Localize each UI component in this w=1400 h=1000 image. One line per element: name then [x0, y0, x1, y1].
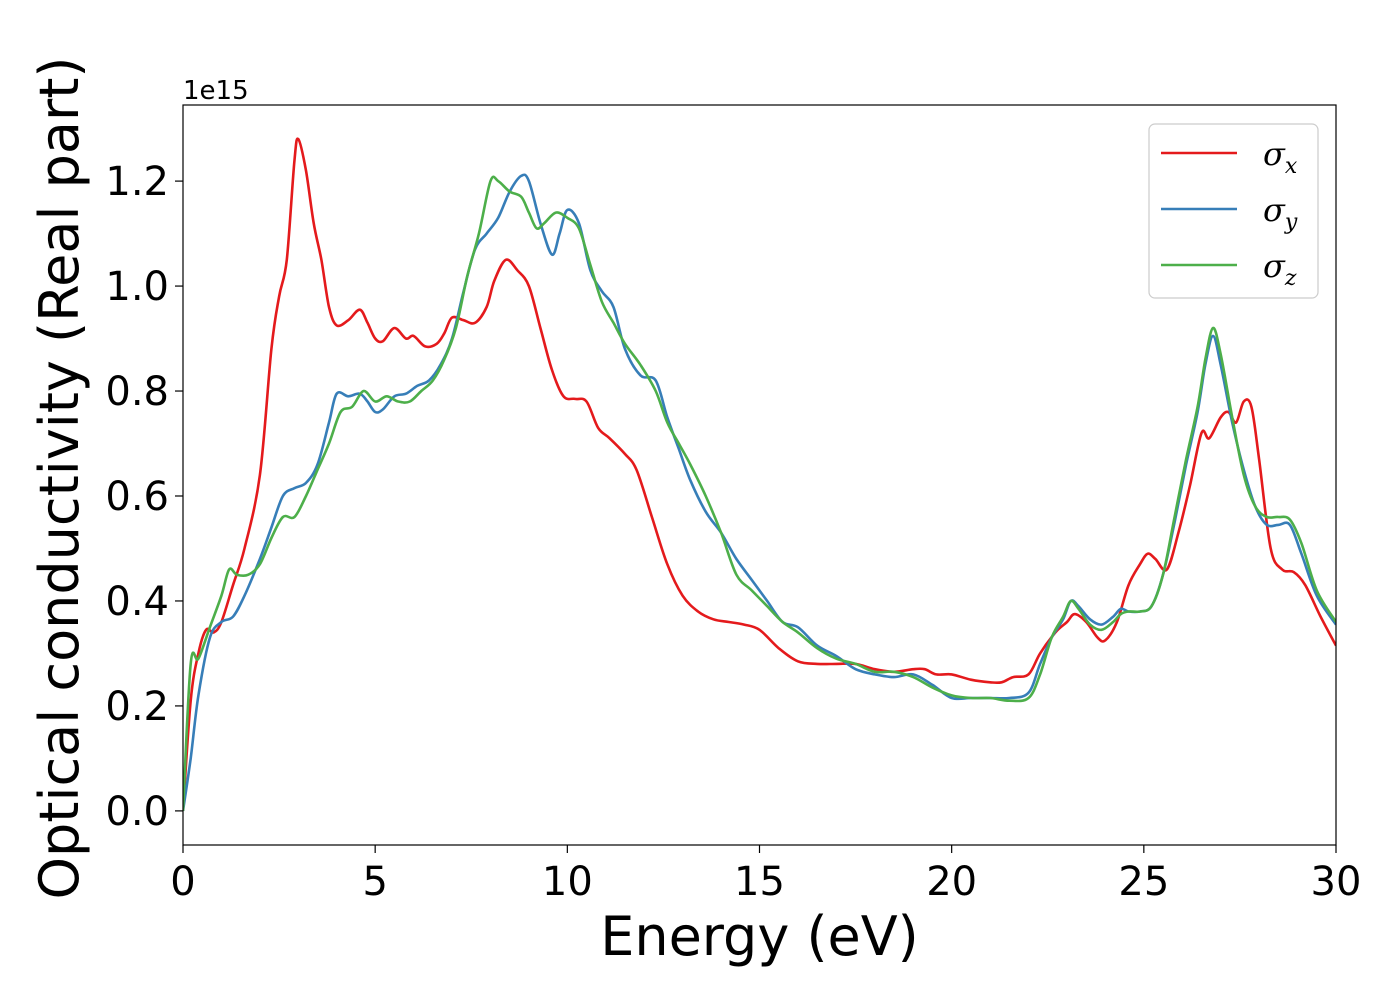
x-tick-label: 30: [1311, 859, 1362, 905]
y-tick-label: 0.2: [105, 684, 169, 730]
y-tick-label: 1.0: [105, 264, 169, 310]
series-line-z: [183, 175, 1336, 811]
x-tick-label: 10: [542, 859, 593, 905]
legend: σx σy σz: [1148, 123, 1319, 299]
series-line-x: [183, 137, 1336, 811]
legend-label-x: σx: [1263, 135, 1298, 179]
legend-box: [1148, 123, 1319, 299]
x-tick-label: 0: [170, 859, 195, 905]
x-tick-label: 25: [1118, 859, 1169, 905]
y-tick-label: 0.6: [105, 474, 169, 520]
plot-lines: [183, 137, 1336, 812]
y-tick-label: 0.4: [105, 579, 169, 625]
x-axis-title: Energy (eV): [600, 905, 919, 968]
y-axis: 0.0 0.2 0.4 0.6 0.8 1.0 1.2: [105, 159, 183, 835]
y-tick-label: 0.0: [105, 789, 169, 835]
y-tick-label: 1.2: [105, 159, 169, 205]
x-tick-label: 20: [926, 859, 977, 905]
legend-label-z: σz: [1263, 247, 1297, 291]
y-tick-label: 0.8: [105, 369, 169, 415]
legend-label-y: σy: [1263, 191, 1298, 235]
x-tick-label: 15: [734, 859, 785, 905]
y-axis-title: Optical conductivity (Real part): [28, 57, 91, 900]
y-offset-text: 1e15: [183, 76, 249, 106]
x-tick-label: 5: [362, 859, 387, 905]
x-axis: 0 5 10 15 20 25 30: [170, 845, 1361, 905]
